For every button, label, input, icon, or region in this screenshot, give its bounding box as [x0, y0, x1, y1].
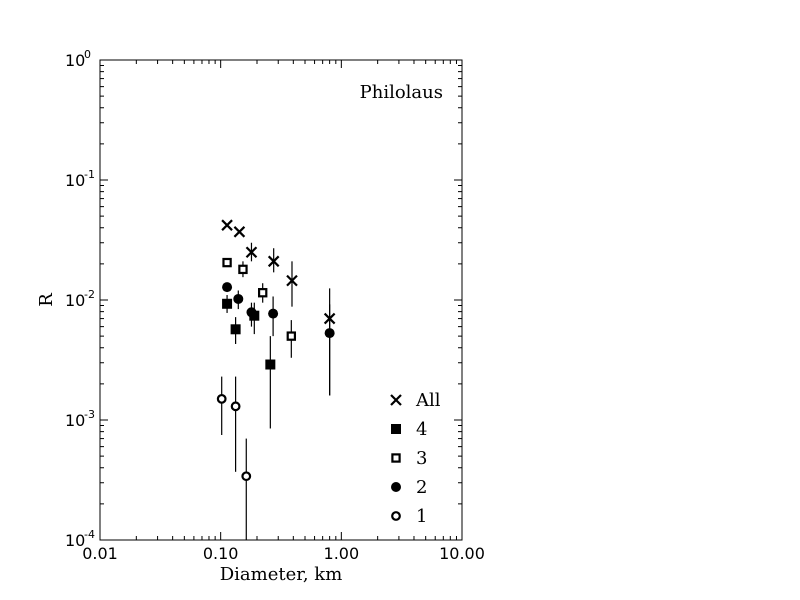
data-point-filled-circle [222, 282, 233, 293]
y-tick-exponent: -3 [84, 408, 95, 421]
x-marker-stroke [221, 219, 233, 231]
plot-frame [99, 59, 463, 541]
data-point-filled-circle [268, 308, 279, 319]
data-point-open-circle [230, 401, 241, 412]
y-tick-exponent: 0 [84, 48, 91, 61]
plot-area [100, 60, 462, 540]
data-point-x [221, 219, 233, 231]
y-tick-label: 10-3 [65, 408, 95, 430]
x-marker-stroke [267, 255, 280, 268]
x-tick-label: 0.10 [203, 544, 239, 563]
data-point-x [323, 312, 336, 325]
x-axis-label: Diameter, km [220, 564, 343, 585]
y-tick-base: 10 [65, 291, 85, 310]
y-tick-label: 100 [65, 48, 91, 70]
data-point-filled-circle [246, 307, 257, 318]
x-tick-label: 1.00 [324, 544, 360, 563]
y-tick-base: 10 [65, 51, 85, 70]
data-point-filled-circle [324, 328, 335, 339]
legend-label: 4 [416, 419, 427, 440]
data-point-filled-circle [233, 293, 244, 304]
legend-label: 3 [416, 448, 427, 469]
x-marker-stroke [323, 312, 336, 325]
x-tick-labels: 0.01 0.10 1.00 10.00 [82, 544, 485, 563]
data-point-filled-square [265, 359, 276, 370]
y-tick-label: 10-2 [65, 288, 95, 310]
legend-marker [391, 511, 401, 521]
minor-ticks [100, 60, 462, 540]
y-tick-exponent: -4 [84, 528, 95, 541]
x-marker-stroke [390, 394, 402, 406]
x-marker-stroke [233, 226, 246, 238]
data-point-filled-square [230, 324, 241, 335]
y-tick-label: 10-1 [65, 168, 95, 190]
chart-annotation: Philolaus [360, 82, 443, 103]
data-point-open-square [257, 288, 268, 298]
data-markers [216, 219, 336, 482]
data-point-open-square [286, 331, 297, 341]
data-point-open-square [222, 257, 232, 268]
legend-label: 2 [416, 477, 427, 498]
legend: All 4 3 2 1 [390, 390, 441, 527]
data-point-x [245, 246, 258, 259]
legend-marker [391, 453, 401, 463]
legend-marker [391, 482, 401, 492]
y-tick-base: 10 [65, 171, 85, 190]
y-tick-exponent: -2 [84, 288, 95, 301]
x-marker-stroke [286, 274, 298, 287]
y-axis-label: R [36, 293, 57, 307]
y-tick-label: 10-4 [65, 528, 95, 550]
data-point-open-circle [241, 471, 252, 482]
x-tick-label: 0.01 [82, 544, 118, 563]
legend-label: 1 [416, 506, 427, 527]
legend-marker [391, 424, 401, 434]
y-tick-base: 10 [65, 531, 85, 550]
data-point-x [267, 255, 280, 268]
y-tick-exponent: -1 [84, 168, 95, 181]
data-point-open-square [238, 264, 248, 275]
data-point-filled-square [222, 298, 233, 309]
x-tick-label: 10.00 [439, 544, 485, 563]
legend-label: All [415, 390, 441, 411]
data-point-x [233, 226, 246, 238]
data-point-x [286, 274, 298, 287]
x-marker-stroke [245, 246, 258, 259]
data-point-open-circle [216, 393, 227, 404]
legend-marker [390, 394, 402, 406]
y-tick-base: 10 [65, 411, 85, 430]
